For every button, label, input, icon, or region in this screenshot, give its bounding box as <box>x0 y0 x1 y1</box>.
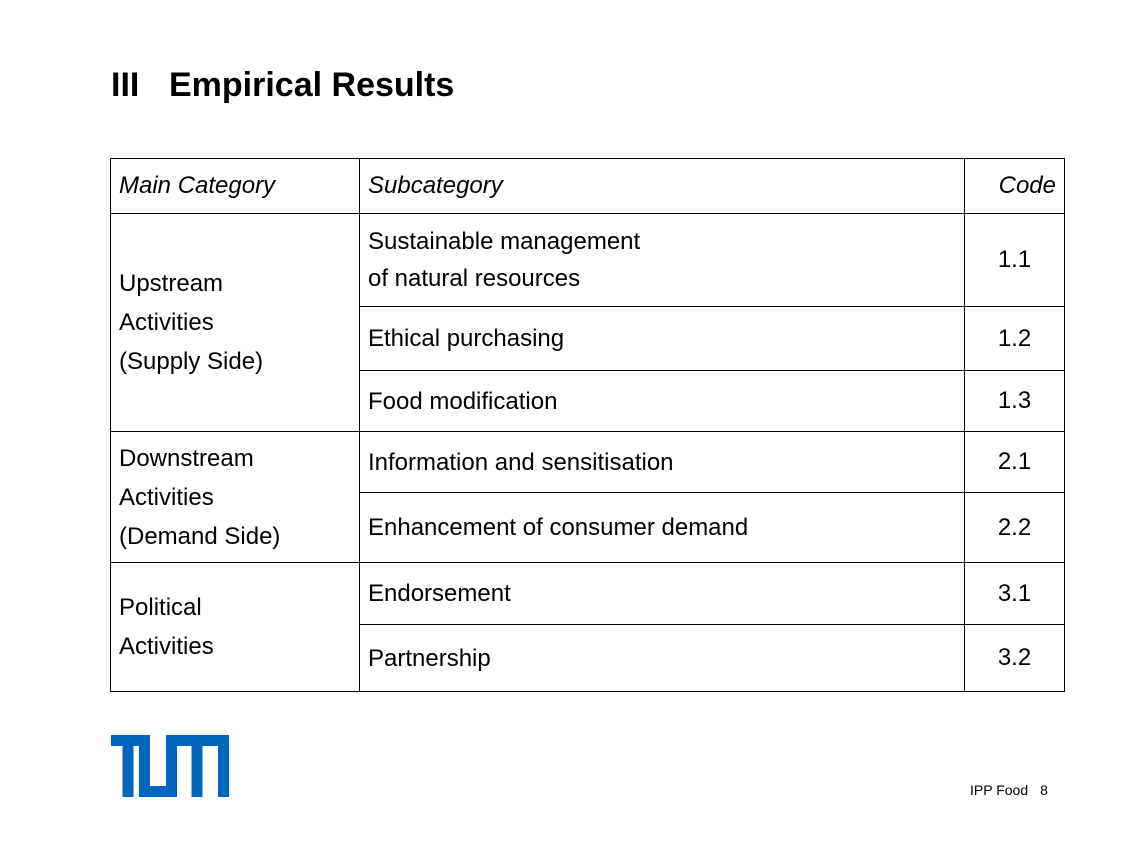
main-category-line: Activities <box>119 309 214 336</box>
subcategory-line: Food modification <box>368 387 558 415</box>
table-row: Upstream Activities (Supply Side) Sustai… <box>110 213 1065 432</box>
main-category-line: (Supply Side) <box>119 348 264 375</box>
code-cell: 3.1 <box>964 562 1065 625</box>
main-category-line: Upstream <box>119 270 224 297</box>
subcategory-line: of natural resources <box>368 265 581 292</box>
code-cell: 2.2 <box>964 492 1065 563</box>
page-number: 8 <box>1040 782 1048 798</box>
header-code: Code <box>964 158 1065 214</box>
title-text: Empirical Results <box>169 66 455 104</box>
subcategory-line: Enhancement of consumer demand <box>368 514 749 541</box>
main-category-cell: Political Activities <box>110 562 360 692</box>
tum-logo <box>111 735 229 797</box>
footer-label: IPP Food <box>970 782 1029 798</box>
header-subcategory: Subcategory <box>359 158 965 214</box>
table-row: Downstream Activities (Demand Side) Info… <box>110 431 1065 563</box>
subcategory-cell: Enhancement of consumer demand <box>359 492 965 563</box>
table-header-row: Main Category Subcategory Code <box>110 158 1065 214</box>
main-category-line: Activities <box>119 483 214 511</box>
code-cell: 1.1 <box>964 213 1065 307</box>
title-number: III <box>111 66 140 104</box>
subcategory-cell: Ethical purchasing <box>359 306 965 371</box>
subcategory-cell: Information and sensitisation <box>359 431 965 493</box>
header-main-category: Main Category <box>110 158 360 214</box>
code-cell: 2.1 <box>964 431 1065 493</box>
subcategory-cell: Partnership <box>359 624 965 692</box>
subcategory-line: Sustainable management <box>368 228 641 255</box>
table-row: Partnership 3.2 <box>111 624 1065 692</box>
footer: IPP Food 8 <box>970 782 1048 798</box>
code-cell: 1.3 <box>964 370 1065 432</box>
subcategory-cell: Sustainable management of natural resour… <box>359 213 965 307</box>
subcategory-line: Information and sensitisation <box>368 448 674 476</box>
main-category-cell: Downstream Activities (Demand Side) <box>110 431 360 563</box>
slide-title: III Empirical Results <box>111 66 454 105</box>
table-row: Political Activities Endorsement 3.1 <box>110 562 1065 692</box>
subcategory-line: Partnership <box>368 644 491 672</box>
main-category-line: Activities <box>119 633 214 660</box>
results-table: Main Category Subcategory Code Upstream … <box>110 158 1065 692</box>
main-category-line: (Demand Side) <box>119 522 281 550</box>
tum-logo-mark <box>111 735 229 797</box>
main-category-line: Political <box>119 594 202 621</box>
code-cell: 1.2 <box>964 306 1065 371</box>
main-category-line: Downstream <box>119 444 254 472</box>
table-row: Ethical purchasing 1.2 <box>111 306 1065 371</box>
subcategory-cell: Food modification <box>359 370 965 432</box>
main-category-cell: Upstream Activities (Supply Side) <box>110 213 360 432</box>
subcategory-cell: Endorsement <box>359 562 965 625</box>
subcategory-line: Endorsement <box>368 580 511 607</box>
code-cell: 3.2 <box>964 624 1065 692</box>
subcategory-line: Ethical purchasing <box>368 325 565 352</box>
